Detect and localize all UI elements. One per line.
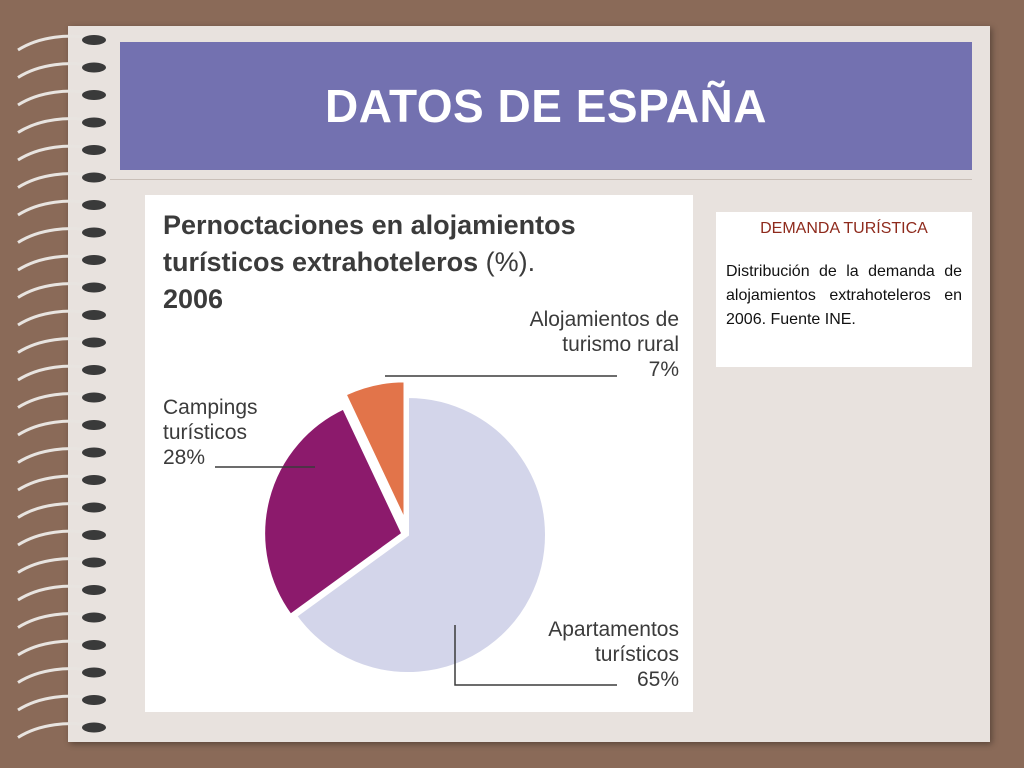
binding-ring xyxy=(17,309,91,327)
binding-ring xyxy=(17,419,91,437)
binding-ring xyxy=(17,557,91,574)
slice-value-apartamentos: 65% xyxy=(636,668,679,691)
slice-label-campings-line2: turísticos xyxy=(163,421,248,444)
binding-hole xyxy=(82,62,106,73)
binding-ring xyxy=(17,172,91,189)
binding-ring xyxy=(17,584,91,602)
binding-ring xyxy=(17,502,91,519)
binding-hole xyxy=(82,365,106,375)
binding-hole xyxy=(82,420,106,430)
page-title: DATOS DE ESPAÑA xyxy=(324,80,767,132)
binding-ring xyxy=(17,282,91,299)
spiral-binding xyxy=(17,34,106,739)
binding-hole xyxy=(82,172,106,183)
binding-hole xyxy=(82,722,106,733)
info-text: Distribución de la demanda de alojamient… xyxy=(726,260,962,332)
binding-ring xyxy=(17,62,91,79)
info-box: DEMANDA TURÍSTICA Distribución de la dem… xyxy=(716,212,972,367)
binding-hole xyxy=(82,695,106,705)
pie-chart xyxy=(215,375,617,686)
pie-slice-campings xyxy=(263,407,404,617)
binding-hole xyxy=(82,227,106,238)
info-text-line1: Distribución de la demanda de alojamient… xyxy=(726,263,962,328)
binding-hole xyxy=(82,392,106,403)
binding-hole xyxy=(82,117,106,128)
chart-title-year: 2006 xyxy=(163,284,224,314)
binding-ring xyxy=(17,612,91,629)
binding-hole xyxy=(82,667,106,678)
binding-hole xyxy=(82,145,106,155)
binding-hole xyxy=(82,640,106,650)
info-heading: DEMANDA TURÍSTICA xyxy=(760,220,928,237)
binding-hole xyxy=(82,502,106,513)
title-banner: DATOS DE ESPAÑA xyxy=(120,42,972,170)
binding-ring xyxy=(17,89,91,107)
binding-ring xyxy=(17,722,91,739)
binding-ring xyxy=(17,529,91,547)
binding-hole xyxy=(82,35,106,45)
binding-ring xyxy=(17,199,91,217)
binding-ring xyxy=(17,227,91,244)
binding-hole xyxy=(82,557,106,568)
binding-ring xyxy=(17,337,91,354)
leader-line-apartamentos xyxy=(454,625,617,686)
slice-label-rural-line1: Alojamientos de xyxy=(529,308,679,331)
binding-ring xyxy=(17,639,91,657)
slice-label-apartamentos: Apartamentos turísticos 65% xyxy=(548,617,679,692)
binding-hole xyxy=(82,447,106,458)
binding-hole xyxy=(82,337,106,348)
divider xyxy=(110,179,972,180)
slice-label-rural-line2: turismo rural xyxy=(562,333,679,356)
chart-title-suffix: (%). xyxy=(485,247,536,277)
pie-slice-rural xyxy=(344,380,406,520)
binding-ring xyxy=(17,254,91,272)
binding-hole xyxy=(82,475,106,485)
binding-ring xyxy=(17,144,91,162)
binding-hole xyxy=(82,612,106,623)
chart-title-main: Pernoctaciones en alojamientos turístico… xyxy=(163,210,576,277)
slice-value-campings: 28% xyxy=(163,446,206,469)
info-text-line2: Fuente INE. xyxy=(770,311,856,328)
slice-label-campings: Campings turísticos 28% xyxy=(163,395,258,470)
binding-hole xyxy=(82,530,106,540)
slice-value-rural: 7% xyxy=(648,358,679,381)
slice-label-campings-line1: Campings xyxy=(163,396,258,419)
binding-ring xyxy=(17,667,91,684)
binding-ring xyxy=(17,117,91,134)
binding-ring xyxy=(17,364,91,382)
binding-hole xyxy=(82,255,106,265)
binding-hole xyxy=(82,310,106,320)
binding-ring xyxy=(17,447,91,464)
slice-label-apartamentos-line2: turísticos xyxy=(594,643,679,666)
binding-hole xyxy=(82,282,106,293)
chart-title: Pernoctaciones en alojamientos turístico… xyxy=(163,207,683,318)
binding-hole xyxy=(82,200,106,210)
pie-slice-apartamentos xyxy=(294,395,547,674)
binding-hole xyxy=(82,90,106,100)
binding-ring xyxy=(17,34,91,52)
slice-label-rural: Alojamientos de turismo rural 7% xyxy=(530,307,679,382)
slice-label-apartamentos-line1: Apartamentos xyxy=(548,618,679,641)
binding-ring xyxy=(17,474,91,492)
binding-ring xyxy=(17,694,91,712)
binding-hole xyxy=(82,585,106,595)
binding-ring xyxy=(17,392,91,409)
pie-chart-card: Pernoctaciones en alojamientos turístico… xyxy=(145,195,693,712)
